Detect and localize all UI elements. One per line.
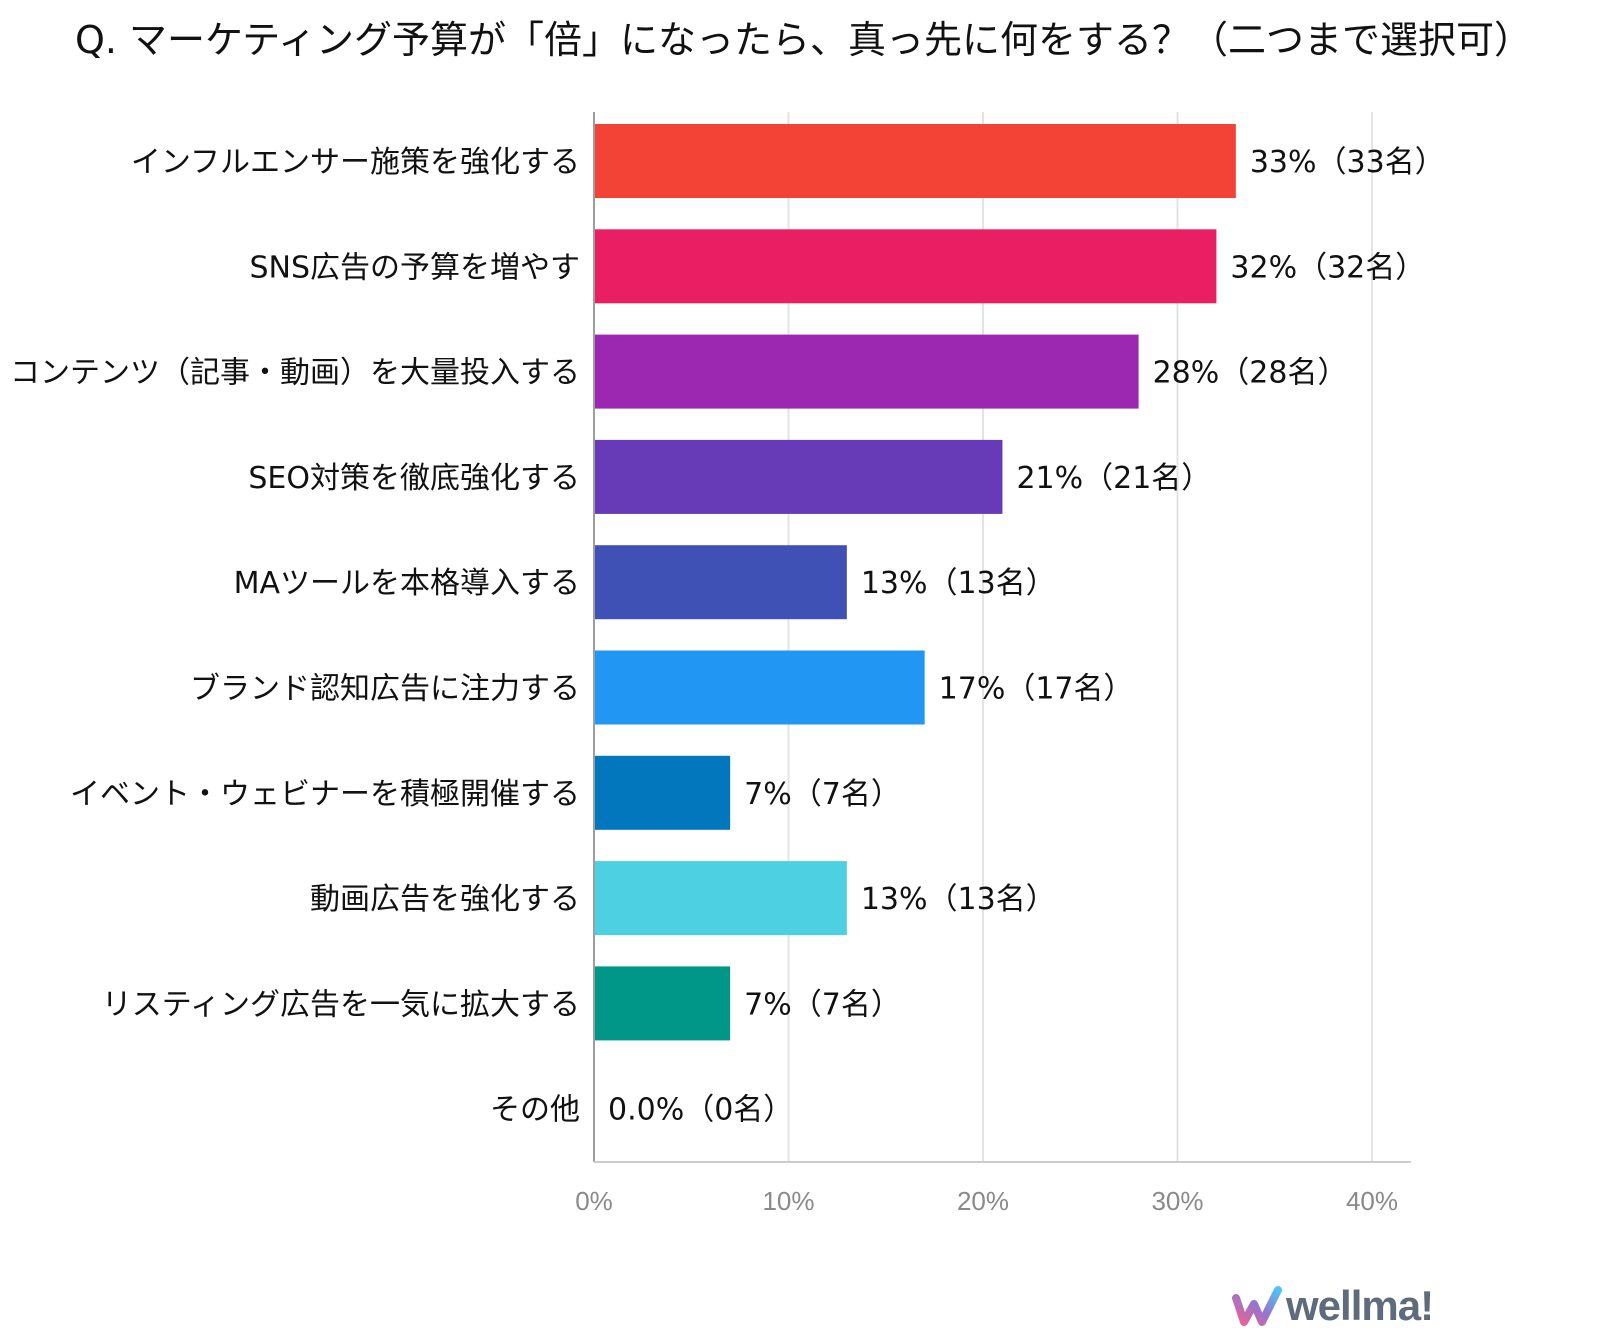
- category-label: SNS広告の予算を増やす: [249, 250, 580, 285]
- x-tick-label: 30%: [1151, 1186, 1203, 1216]
- chart-title: Q. マーケティング予算が「倍」になったら、真っ先に何をする？（二つまで選択可）: [74, 18, 1533, 62]
- bar: [594, 755, 731, 830]
- bar: [594, 545, 847, 620]
- category-label: リスティング広告を一気に拡大する: [102, 987, 580, 1022]
- data-label: 13%（13名）: [861, 882, 1056, 917]
- brand-name: wellma!: [1286, 1282, 1434, 1329]
- category-label: インフルエンサー施策を強化する: [131, 145, 580, 180]
- category-label: 動画広告を強化する: [310, 882, 580, 917]
- bar: [594, 650, 925, 725]
- data-label: 28%（28名）: [1153, 356, 1348, 391]
- data-label: 13%（13名）: [861, 566, 1056, 601]
- labels: 0% 10% 20% 30% 40% インフルエンサー施策を強化する 33%（33名） SNS…: [10, 145, 1445, 1216]
- data-label: 32%（32名）: [1230, 250, 1425, 285]
- category-label: コンテンツ（記事・動画）を大量投入する: [10, 356, 580, 391]
- data-label: 0.0%（0名）: [608, 1093, 793, 1128]
- x-tick-label: 10%: [762, 1186, 814, 1216]
- x-tick-label: 20%: [957, 1186, 1009, 1216]
- data-label: 33%（33名）: [1250, 145, 1445, 180]
- data-label: 21%（21名）: [1016, 461, 1211, 496]
- category-label: MAツールを本格導入する: [234, 566, 580, 601]
- category-label: ブランド認知広告に注力する: [190, 672, 580, 707]
- brand-logo: wellma!: [1232, 1278, 1462, 1334]
- x-tick-label: 0%: [575, 1186, 613, 1216]
- category-label: その他: [490, 1093, 580, 1128]
- x-tick-label: 40%: [1346, 1186, 1398, 1216]
- bar: [594, 334, 1139, 409]
- bar: [594, 439, 1003, 514]
- category-label: イベント・ウェビナーを積極開催する: [70, 777, 580, 812]
- bar: [594, 124, 1236, 198]
- wellma-logo-mark-icon: [1232, 1286, 1282, 1326]
- axes: [593, 112, 1411, 1163]
- data-label: 7%（7名）: [744, 777, 901, 812]
- data-label: 17%（17名）: [939, 672, 1134, 707]
- bars: [594, 124, 1236, 1041]
- bar: [594, 966, 731, 1041]
- bar: [594, 229, 1217, 304]
- bar: [594, 861, 847, 936]
- category-label: SEO対策を徹底強化する: [248, 461, 580, 496]
- data-label: 7%（7名）: [744, 987, 901, 1022]
